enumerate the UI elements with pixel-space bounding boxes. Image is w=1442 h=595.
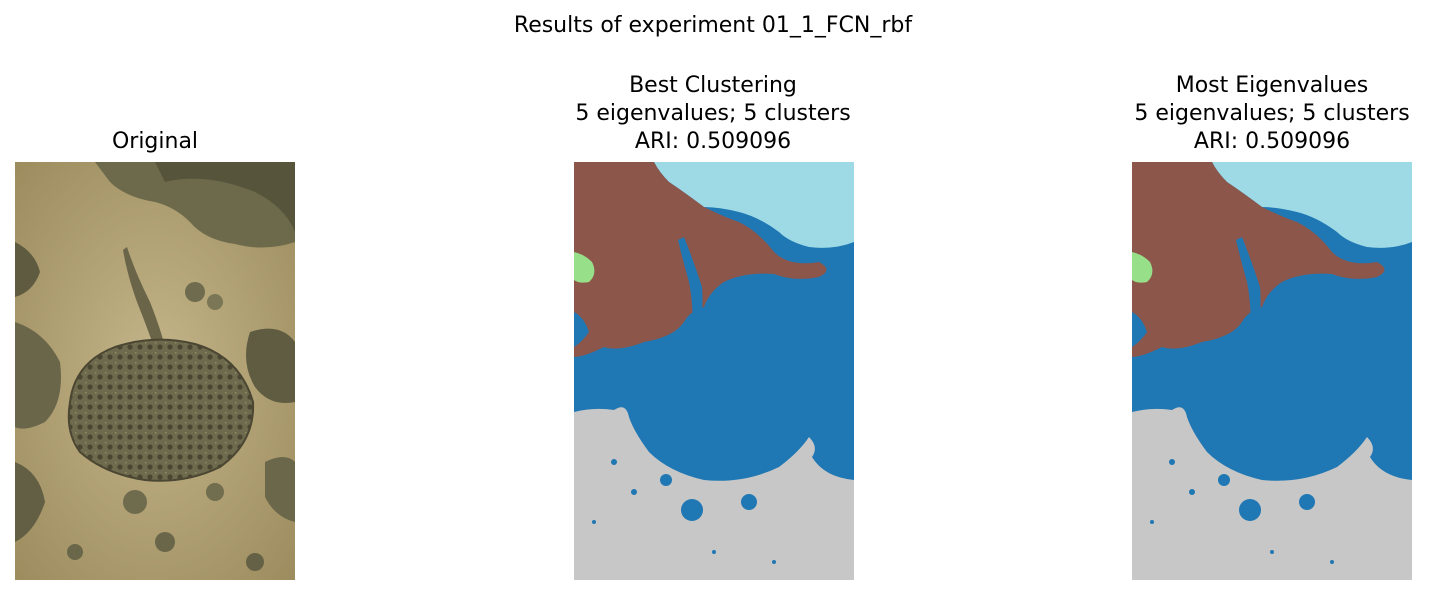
most-eigenvalues-map: [1132, 162, 1412, 580]
panel-title-best-clustering: Best Clustering 5 eigenvalues; 5 cluster…: [575, 73, 851, 154]
cluster-map-most: [1132, 162, 1412, 580]
best-clustering-map: [574, 162, 854, 580]
figure-title: Results of experiment 01_1_FCN_rbf: [513, 13, 913, 38]
original-image: [15, 162, 295, 580]
panel-title-most-eigenvalues: Most Eigenvalues 5 eigenvalues; 5 cluste…: [1134, 73, 1410, 154]
panel-title-original: Original: [111, 129, 199, 154]
cluster-map-best: [574, 162, 854, 580]
stingray-photo: [15, 162, 295, 580]
